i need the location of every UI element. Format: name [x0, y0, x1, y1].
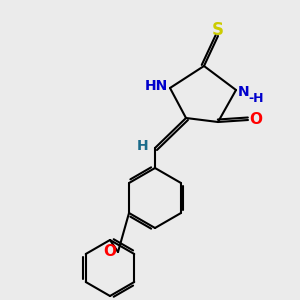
Text: S: S	[212, 21, 224, 39]
Text: HN: HN	[144, 79, 168, 93]
Text: O: O	[250, 112, 262, 128]
Text: N: N	[238, 85, 250, 99]
Text: H: H	[137, 139, 149, 153]
Text: -H: -H	[248, 92, 264, 104]
Text: O: O	[103, 244, 116, 260]
